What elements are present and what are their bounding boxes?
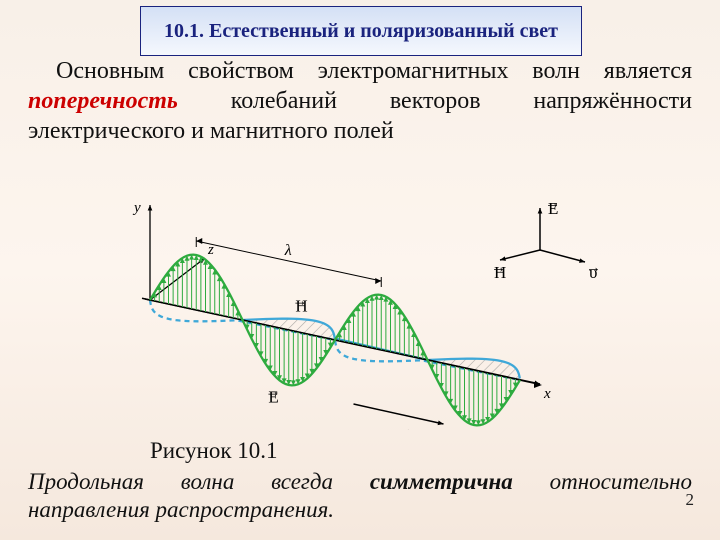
- p1-em: поперечность: [28, 88, 178, 114]
- section-title: 10.1. Естественный и поляризованный свет: [140, 6, 582, 56]
- page-number: 2: [686, 490, 695, 510]
- em-wave-diagram: λyzx→E→H→υ→E→H→υ: [110, 180, 610, 430]
- svg-text:H: H: [295, 297, 307, 316]
- svg-text:υ: υ: [589, 263, 597, 282]
- svg-text:y: y: [132, 200, 141, 216]
- figure-caption: Рисунок 10.1: [150, 438, 278, 464]
- p1-text-a: Основным свойством электромагнитных волн…: [56, 58, 692, 84]
- svg-text:υ: υ: [402, 425, 410, 430]
- svg-text:E: E: [268, 388, 278, 407]
- paragraph-1: Основным свойством электромагнитных волн…: [28, 56, 692, 146]
- svg-text:x: x: [543, 386, 551, 402]
- svg-text:E: E: [548, 199, 558, 218]
- paragraph-2: Продольная волна всегда симметрична отно…: [28, 468, 692, 524]
- p2-em: симметрична: [370, 469, 513, 494]
- svg-text:z: z: [207, 242, 214, 258]
- p2-text-a: Продольная волна всегда: [28, 469, 370, 494]
- svg-text:λ: λ: [284, 242, 292, 259]
- svg-text:H: H: [494, 263, 506, 282]
